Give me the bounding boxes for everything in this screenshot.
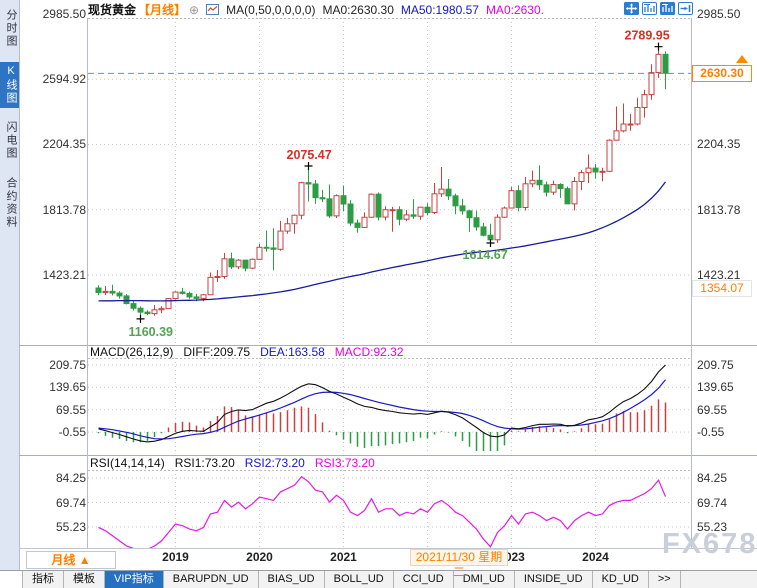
indicator-tab-10[interactable]: KD_UD — [593, 571, 649, 588]
indicator-tab-2[interactable]: 模板 — [64, 571, 105, 588]
rsi3-value: RSI3:73.20 — [314, 456, 375, 470]
extreme-cross-marker — [304, 162, 313, 171]
left-sidebar: 分时图 K线图闪电图合约资料 — [0, 0, 20, 570]
main-y-axis-label: 2985.50 — [42, 7, 86, 21]
ma50-line — [98, 181, 667, 302]
indicator-tab-11[interactable]: >> — [649, 571, 681, 588]
x-axis-year-label: 2019 — [162, 550, 189, 564]
rsi1-value: RSI1:73.20 — [174, 456, 235, 470]
indicator-tab-3[interactable]: VIP指标 — [105, 571, 164, 588]
macd-y-axis-label: -0.55 — [58, 425, 86, 440]
ma0-short-value: MA0:2630. — [485, 2, 544, 17]
rsi-title: RSI(14,14,14) — [90, 456, 165, 470]
panel-separator — [19, 345, 757, 346]
extreme-cross-marker — [654, 42, 663, 51]
main-y-axis-label: 1813.78 — [42, 202, 86, 217]
rsi-header: RSI(14,14,14) RSI1:73.20 RSI2:73.20 RSI3… — [90, 456, 375, 470]
macd-y-axis-label: 139.65 — [697, 380, 734, 395]
extreme-cross-marker — [136, 314, 145, 323]
main-y-axis-label: 1813.78 — [697, 202, 741, 217]
rsi-y-axis-label: 84.25 — [55, 471, 86, 485]
chart-toolbar — [624, 2, 693, 15]
price-annotation: 1614.67 — [463, 248, 508, 262]
indicator-tab-6[interactable]: BOLL_UD — [325, 571, 394, 588]
axis-divider — [691, 18, 692, 548]
macd-y-axis-label: 209.75 — [697, 358, 734, 372]
rsi-y-axis-label: 69.74 — [697, 495, 728, 510]
macd-diff-value: DIFF:209.75 — [183, 345, 251, 359]
macd-title: MACD(26,12,9) — [90, 345, 174, 359]
rsi-y-axis-label: 84.25 — [697, 471, 728, 485]
sidebar-item-2[interactable]: K线图 — [0, 62, 19, 108]
candles-group — [95, 46, 669, 319]
crosshair-date-label: 2021/11/30 星期二 — [410, 549, 508, 579]
indicator-tab-8[interactable]: DMI_UD — [454, 571, 515, 588]
rsi-y-axis-label: 55.23 — [697, 520, 728, 534]
main-y-axis-label: 2204.35 — [697, 137, 741, 152]
chevron-up-icon: ▲ — [78, 553, 91, 567]
x-axis-year-label: 2024 — [582, 550, 609, 564]
add-indicator-icon[interactable]: ⊕ — [189, 2, 200, 17]
kline-settings-icon[interactable] — [206, 4, 220, 15]
toolbar-corner-cell — [0, 571, 23, 588]
macd-y-axis-label: 209.75 — [49, 358, 86, 372]
ma0-value: MA0:2630.30 — [322, 2, 394, 17]
indicator-tab-1[interactable]: 指标 — [23, 571, 64, 588]
price-annotation: 1160.39 — [129, 325, 174, 339]
watermark: FX678 — [662, 528, 757, 560]
macd-dea-value: DEA:163.58 — [260, 345, 325, 359]
ma-settings-label: MA(0,50,0,0,0,0) — [226, 2, 316, 17]
indicator-tab-9[interactable]: INSIDE_UD — [515, 571, 593, 588]
price-annotation: 2789.95 — [625, 29, 670, 43]
period-label: 月线 — [51, 553, 76, 567]
ma50-value: MA50:1980.57 — [400, 2, 479, 17]
rsi-indicator-chart[interactable] — [88, 470, 691, 548]
sidebar-item-3[interactable]: 闪电图 — [5, 121, 17, 160]
macd-y-axis-label: 69.55 — [55, 402, 86, 417]
period-tag: 【月线】 — [138, 3, 187, 17]
indicator-tab-7[interactable]: CCI_UD — [394, 571, 454, 588]
main-y-axis-label: 2204.35 — [42, 137, 86, 152]
rsi-y-axis-label: 55.23 — [55, 520, 86, 534]
axis-divider — [87, 18, 88, 548]
main-candlestick-chart[interactable]: 2789.95 2075.47 1614.67 1160.39 — [88, 18, 691, 345]
price-up-arrow-icon — [736, 55, 748, 64]
support-level-badge: 1354.07 — [692, 279, 752, 297]
main-y-axis-label: 2594.92 — [42, 72, 86, 87]
indicator-tab-4[interactable]: BARUPDN_UD — [164, 571, 259, 588]
indicator-tab-5[interactable]: BIAS_UD — [259, 571, 325, 588]
rsi-y-axis-label: 69.74 — [55, 495, 86, 510]
chart-header: 现货黄金 【月线】 ⊕ MA(0,50,0,0,0,0) MA0:2630.30 M… — [88, 2, 544, 18]
zoom-range-icon[interactable] — [642, 2, 657, 15]
macd-header: MACD(26,12,9) DIFF:209.75 DEA:163.58 MAC… — [90, 345, 404, 359]
period-selector-button[interactable]: 月线 ▲ — [26, 551, 116, 569]
main-y-axis-label: 1423.21 — [697, 267, 741, 282]
macd-macd-value: MACD:92.32 — [334, 345, 404, 359]
symbol-name: 现货黄金 — [88, 3, 137, 17]
panel-separator — [19, 548, 757, 549]
sidebar-item-1[interactable]: 分时图 — [5, 9, 17, 48]
goto-latest-icon[interactable] — [678, 2, 693, 15]
current-price-badge: 2630.30 — [692, 65, 752, 83]
indicator-tab-bar: 指标 模板 VIP指标 BARUPDN_UD BIAS_UD BOLL_UD CCI_UD D… — [0, 570, 757, 588]
macd-y-axis-label: 139.65 — [49, 380, 86, 395]
main-y-axis-label: 1423.21 — [42, 267, 86, 282]
rsi2-value: RSI2:73.20 — [244, 456, 305, 470]
macd-indicator-chart[interactable] — [88, 358, 691, 453]
x-axis-year-label: 2020 — [246, 550, 273, 564]
macd-y-axis-label: 69.55 — [697, 402, 728, 417]
main-y-axis-label: 2985.50 — [697, 7, 741, 21]
macd-y-axis-label: -0.55 — [697, 425, 725, 440]
price-annotation: 2075.47 — [287, 148, 332, 162]
extreme-cross-marker — [486, 239, 495, 248]
rsi-line — [98, 475, 667, 548]
pan-icon[interactable] — [624, 2, 639, 15]
x-axis-year-label: 2021 — [330, 550, 357, 564]
zoom-range-active-icon[interactable] — [660, 2, 675, 15]
panel-separator — [19, 455, 757, 456]
diff-line — [98, 364, 666, 443]
sidebar-item-4[interactable]: 合约资料 — [5, 177, 17, 229]
